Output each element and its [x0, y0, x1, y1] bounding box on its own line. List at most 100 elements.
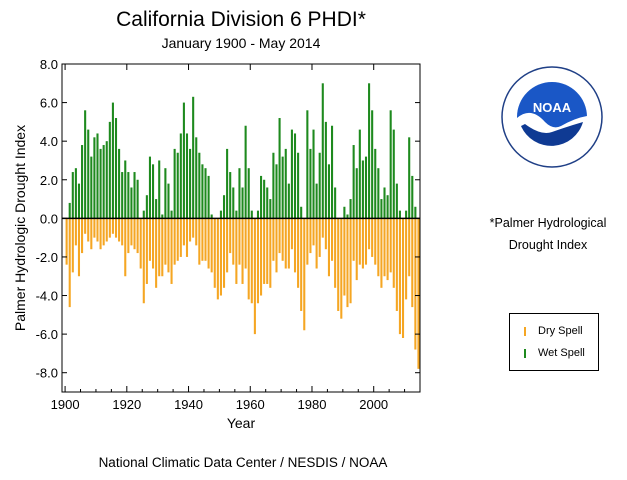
bar-dry-1951 [222, 218, 226, 288]
bar-dry-2004 [386, 218, 389, 281]
bar-dry-1933 [167, 218, 170, 273]
bar-wet-1982 [318, 152, 321, 219]
logo-text: NOAA [533, 100, 572, 115]
bar-wet-1971 [284, 148, 287, 219]
bar-dry-1927 [148, 218, 151, 261]
bar-dry-1917 [118, 218, 121, 242]
bar-dry-1914 [108, 218, 111, 238]
bar-dry-1996 [361, 218, 364, 269]
bar-dry-1988 [337, 218, 340, 311]
bar-dry-1906 [84, 218, 87, 234]
bar-dry-1991 [346, 218, 349, 308]
bar-dry-1954 [232, 218, 235, 265]
bar-wet-1968 [275, 164, 278, 219]
bar-dry-1942 [195, 218, 198, 246]
credit-line: National Climatic Data Center / NESDIS /… [98, 455, 388, 470]
bar-wet-1996 [361, 160, 364, 219]
bar-wet-1931 [161, 214, 164, 219]
bar-wet-1923 [136, 179, 139, 219]
bar-dry-1948 [213, 218, 216, 288]
bar-dry-1982 [318, 218, 321, 257]
bar-dry-1956 [238, 218, 241, 265]
bar-dry-1957 [241, 218, 244, 284]
bar-dry-1960 [250, 218, 253, 304]
bar-dry-1961 [253, 218, 256, 335]
bar-dry-1981 [315, 218, 318, 269]
bar-wet-1919 [124, 160, 127, 219]
bar-wet-1994 [355, 168, 358, 219]
x-tick-label: 1940 [174, 397, 203, 412]
y-tick-label: 4.0 [40, 134, 58, 149]
bar-dry-1901 [68, 218, 71, 308]
bar-dry-1987 [334, 218, 337, 288]
bar-dry-2011 [408, 218, 411, 277]
bar-dry-2006 [392, 218, 395, 288]
bar-wet-1929 [155, 199, 158, 219]
y-axis-label: Palmer Hydrologic Drought Index [12, 125, 28, 331]
bar-dry-1962 [256, 218, 260, 304]
bar-dry-1972 [287, 218, 290, 269]
bar-dry-2012 [411, 218, 414, 308]
bar-dry-1965 [266, 218, 269, 284]
bar-wet-2005 [389, 110, 392, 219]
bar-wet-1913 [105, 141, 108, 219]
bar-wet-1964 [263, 179, 266, 219]
bar-dry-1980 [312, 218, 315, 246]
bar-wet-1959 [247, 168, 250, 219]
bar-wet-1976 [300, 206, 303, 219]
bar-wet-1917 [118, 148, 121, 219]
bar-wet-1992 [349, 199, 352, 219]
bars-group [65, 83, 420, 369]
bar-dry-1909 [93, 218, 96, 238]
bar-dry-1934 [170, 218, 173, 284]
bar-dry-1979 [309, 218, 312, 254]
bar-dry-1940 [189, 218, 192, 242]
bar-dry-1983 [321, 218, 324, 238]
bar-wet-1960 [250, 210, 253, 219]
legend-swatch-wet [524, 348, 526, 358]
bar-dry-2010 [405, 218, 408, 300]
legend-swatch-dry [524, 326, 526, 336]
bar-dry-1911 [99, 218, 102, 250]
bar-wet-2008 [398, 210, 401, 219]
bar-wet-1998 [368, 83, 371, 219]
bar-wet-1934 [170, 210, 173, 219]
y-tick-label: 0.0 [40, 211, 58, 226]
bar-dry-1944 [201, 218, 204, 261]
legend-item-wet: Wet Spell [524, 346, 585, 360]
bar-dry-1936 [176, 218, 179, 261]
bar-wet-1926 [145, 195, 148, 219]
bar-wet-1954 [232, 187, 235, 219]
bar-dry-1994 [355, 218, 358, 281]
footnote-line-2: Drought Index [508, 238, 588, 252]
bar-wet-1993 [352, 145, 355, 219]
bar-wet-1969 [278, 118, 281, 219]
bar-dry-1985 [327, 218, 330, 277]
bar-wet-1906 [84, 110, 87, 219]
bar-dry-1989 [340, 218, 343, 319]
bar-dry-1918 [121, 218, 124, 246]
bar-wet-1973 [290, 129, 293, 219]
bar-wet-1933 [167, 183, 170, 219]
x-tick-label: 1920 [112, 397, 141, 412]
bar-wet-2004 [386, 195, 389, 219]
bar-dry-1999 [371, 218, 374, 257]
bar-dry-1938 [182, 218, 185, 246]
bar-wet-1915 [111, 102, 114, 219]
noaa-logo: NOAA [501, 66, 603, 168]
bar-dry-1915 [111, 218, 114, 234]
bar-wet-1970 [281, 156, 284, 219]
bar-wet-1916 [114, 118, 118, 219]
bar-wet-1975 [297, 152, 300, 219]
bar-wet-1930 [158, 160, 161, 219]
bar-wet-1914 [108, 121, 111, 219]
bar-dry-1912 [102, 218, 105, 246]
bar-wet-1945 [204, 168, 207, 219]
legend: Dry Spell Wet Spell [509, 313, 599, 371]
bar-wet-1979 [309, 148, 312, 219]
bar-dry-1931 [161, 218, 164, 277]
bar-dry-2014 [417, 218, 420, 369]
bar-wet-1995 [358, 129, 361, 219]
footnote-line-1: *Palmer Hydrological [489, 216, 607, 230]
bar-dry-1950 [219, 218, 222, 296]
